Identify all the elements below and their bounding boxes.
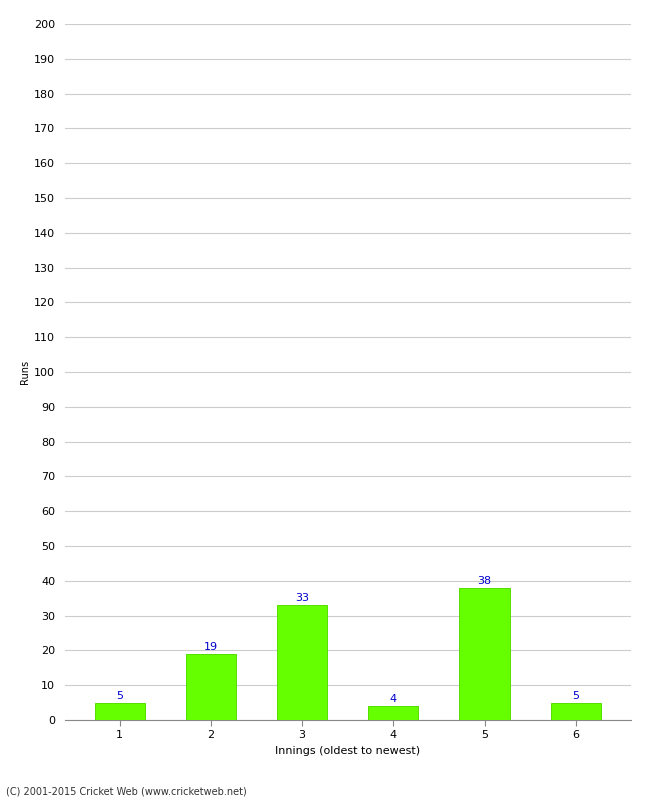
Y-axis label: Runs: Runs — [20, 360, 30, 384]
Text: 38: 38 — [478, 576, 491, 586]
Text: (C) 2001-2015 Cricket Web (www.cricketweb.net): (C) 2001-2015 Cricket Web (www.cricketwe… — [6, 786, 247, 796]
Bar — [460, 588, 510, 720]
Text: 5: 5 — [572, 691, 579, 701]
Bar — [277, 605, 327, 720]
Bar — [186, 654, 236, 720]
Text: 33: 33 — [295, 594, 309, 603]
Bar — [369, 706, 419, 720]
Bar — [551, 702, 601, 720]
Text: 19: 19 — [204, 642, 218, 652]
Text: 5: 5 — [116, 691, 124, 701]
Text: 4: 4 — [390, 694, 397, 704]
Bar — [95, 702, 145, 720]
X-axis label: Innings (oldest to newest): Innings (oldest to newest) — [275, 746, 421, 756]
